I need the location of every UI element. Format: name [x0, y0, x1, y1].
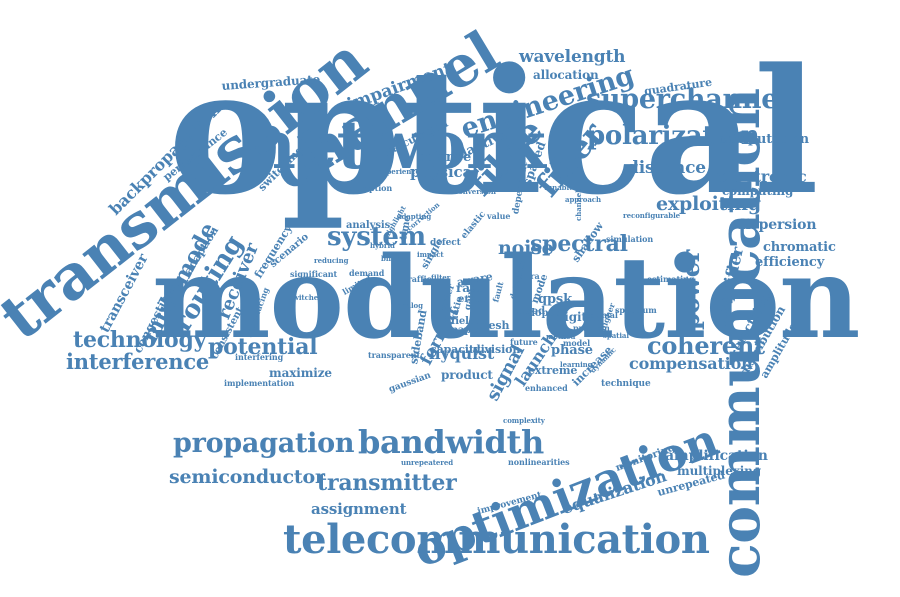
word-reconfigurable: reconfigurable: [623, 211, 681, 220]
word-enhanced: enhanced: [525, 383, 568, 393]
word-value: value: [487, 211, 511, 221]
word-analysis: analysis: [346, 220, 391, 231]
word-semiconductor: semiconductor: [169, 466, 325, 488]
word-phase: phase: [551, 343, 593, 358]
word-spatial: spatial: [603, 331, 629, 340]
word-learning: learning: [560, 360, 593, 369]
word-field: field: [451, 316, 476, 327]
word-amplification: amplification: [665, 448, 768, 464]
word-superchannel: superchannel: [586, 84, 789, 115]
word-mesh: mesh: [477, 319, 510, 332]
word-distance: distance: [627, 158, 706, 178]
word-multiplexing: multiplexing: [677, 464, 762, 478]
word-maximize: maximize: [269, 366, 332, 380]
word-unrepeatered: unrepeatered: [401, 458, 454, 467]
word-model: model: [563, 338, 591, 348]
word-compensation: compensation: [629, 354, 753, 373]
word-impact: impact: [417, 250, 444, 259]
word-blind: blind: [381, 254, 401, 263]
word-spectrum: spectrum: [615, 305, 657, 315]
word-product: product: [441, 368, 493, 382]
word-telecommunication: telecommunication: [283, 516, 710, 563]
word-modulation: modulation: [152, 233, 860, 364]
word-significant: significant: [290, 269, 338, 279]
word-doped: doped: [528, 308, 562, 319]
word-spectral: spectral: [530, 231, 628, 257]
word-system: system: [327, 222, 426, 252]
word-simulation: simulation: [606, 234, 654, 244]
word-reducing: reducing: [314, 256, 349, 265]
word-error: error: [458, 294, 487, 305]
word-analog: analog: [397, 301, 423, 310]
word-complexity: complexity: [503, 416, 545, 425]
word-electronic: electronic: [718, 167, 807, 186]
word-polarization: polarization: [587, 121, 760, 151]
word-problem: problem: [573, 323, 610, 333]
word-based: based: [513, 306, 545, 317]
word-physical: physical: [410, 163, 478, 181]
word-network: network: [248, 106, 546, 184]
word-qpsk: qpsk: [538, 292, 572, 307]
word-adapting: adapting: [397, 212, 432, 221]
word-demand: demand: [349, 268, 385, 278]
word-paper: paper: [451, 325, 483, 336]
word-switched: switched: [289, 293, 323, 302]
word-science: science: [418, 150, 472, 165]
word-technology: technology: [73, 327, 207, 353]
word-chromatic: chromatic: [763, 240, 836, 255]
word-coherent: coherent: [647, 331, 765, 360]
word-bandwidth: bandwidth: [358, 423, 544, 461]
word-potential: potential: [208, 334, 318, 360]
word-noise: noise: [498, 237, 554, 259]
word-future: future: [510, 337, 538, 347]
word-assignment: assignment: [311, 500, 407, 518]
word-assumption: assumption: [341, 183, 393, 193]
word-division: division: [473, 343, 521, 356]
word-hybrid: hybrid: [370, 241, 395, 250]
word-defect: defect: [430, 238, 461, 248]
word-traffic: traffic: [404, 274, 432, 284]
word-power: power: [676, 249, 705, 330]
word-computation: computation: [718, 132, 809, 147]
word-computing: computing: [722, 184, 794, 198]
word-gaussian: gaussian: [387, 370, 433, 395]
word-propagation: propagation: [173, 428, 355, 459]
word-exploiting: exploiting: [656, 193, 762, 215]
word-digital: digital: [556, 310, 599, 324]
word-efficiency: efficiency: [755, 255, 825, 270]
word-technique: technique: [601, 379, 651, 389]
word-wavelength: wavelength: [519, 47, 626, 67]
word-optical: optical: [168, 30, 819, 233]
word-implementation: implementation: [224, 378, 295, 388]
word-method: method: [546, 332, 576, 341]
word-interference: interference: [66, 349, 210, 374]
word-ultra: ultra: [518, 271, 540, 281]
word-estimating: estimating: [647, 274, 695, 284]
word-allocation: allocation: [533, 68, 599, 82]
word-experience: experience: [378, 167, 420, 176]
word-nonlinearities: nonlinearities: [508, 457, 570, 467]
word-extreme: extreme: [528, 364, 578, 377]
word-conversion: conversion: [454, 187, 496, 196]
word-approach: approach: [565, 195, 602, 204]
word-transparent: transparent: [368, 350, 421, 360]
word-tunable: tunable: [544, 183, 574, 192]
word-capacity: capacity: [430, 343, 481, 356]
word-interfering: interfering: [235, 352, 284, 362]
word-dispersion: dispersion: [736, 217, 817, 233]
word-transmitter: transmitter: [317, 470, 457, 496]
word-filter: filter: [431, 273, 451, 282]
word-nyquist: nyquist: [429, 344, 495, 363]
word-optimal: optimal: [584, 310, 618, 320]
word-rate: rate: [456, 281, 483, 295]
